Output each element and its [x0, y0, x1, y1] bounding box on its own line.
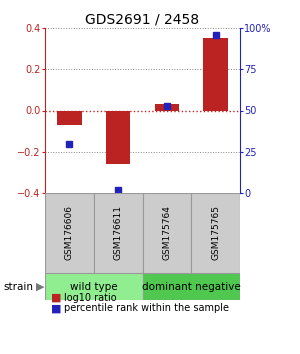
Text: log10 ratio: log10 ratio — [64, 293, 117, 303]
Bar — [57, 110, 82, 125]
Bar — [45, 193, 94, 273]
Bar — [106, 110, 130, 164]
Text: GSM176611: GSM176611 — [114, 206, 123, 261]
Text: strain: strain — [3, 281, 33, 291]
Bar — [191, 193, 240, 273]
Bar — [142, 273, 240, 300]
Text: GSM175764: GSM175764 — [162, 206, 171, 261]
Text: dominant negative: dominant negative — [142, 281, 241, 291]
Bar — [94, 193, 142, 273]
Bar — [142, 193, 191, 273]
Title: GDS2691 / 2458: GDS2691 / 2458 — [85, 13, 200, 27]
Text: percentile rank within the sample: percentile rank within the sample — [64, 303, 230, 313]
Text: GSM176606: GSM176606 — [65, 206, 74, 261]
Bar — [155, 104, 179, 110]
Bar — [45, 273, 142, 300]
Bar — [203, 38, 228, 110]
Text: ■: ■ — [51, 303, 62, 313]
Text: ■: ■ — [51, 293, 62, 303]
Text: GSM175765: GSM175765 — [211, 206, 220, 261]
Text: wild type: wild type — [70, 281, 118, 291]
Text: ▶: ▶ — [36, 281, 45, 291]
